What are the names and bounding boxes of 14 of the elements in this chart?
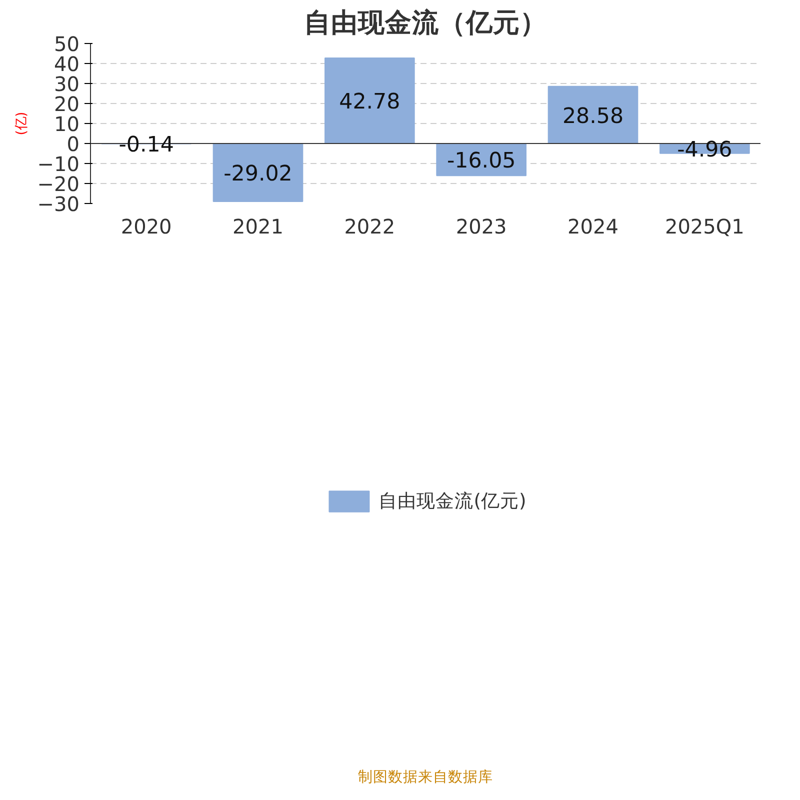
x-tick-label: 2024 — [568, 214, 618, 238]
x-tick-label: 2023 — [456, 214, 507, 238]
y-axis-title: (亿) — [14, 112, 30, 136]
chart-title: 自由现金流（亿元） — [304, 8, 547, 38]
data-label: -29.02 — [224, 162, 292, 187]
text: 制图数据来自数据库 — [358, 768, 493, 786]
data-label: -16.05 — [446, 148, 516, 174]
data-label: 28.58 — [562, 104, 624, 129]
x-tick-label: 2025Q1 — [664, 214, 744, 238]
x-tick-label: 2020 — [120, 214, 172, 238]
x-tick-label: 2022 — [344, 214, 396, 238]
legend-label: 自由现金流(亿元) — [378, 490, 526, 514]
data-label: 42.78 — [339, 90, 400, 115]
x-tick-label: 2021 — [232, 214, 284, 238]
